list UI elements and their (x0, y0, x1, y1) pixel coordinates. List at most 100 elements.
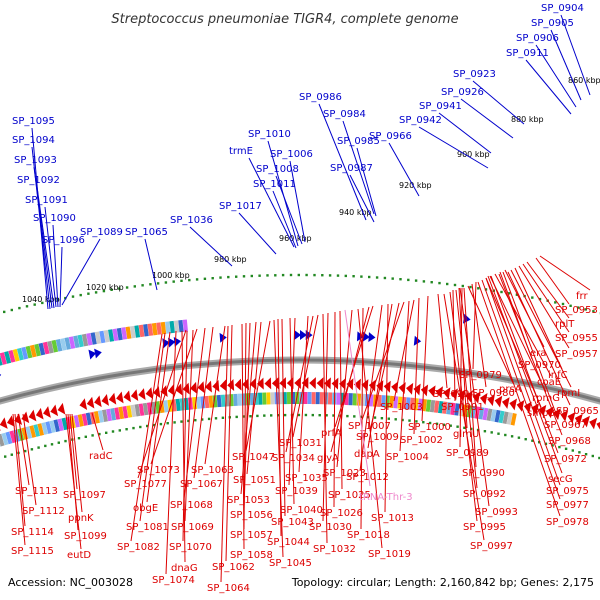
reverse-gene-label[interactable]: SP_0967 (544, 420, 587, 431)
reverse-gene-label[interactable]: SP_1113 (15, 486, 58, 497)
reverse-gene-label[interactable]: SP_1077 (124, 479, 167, 490)
reverse-gene-label[interactable]: SP_0977 (546, 500, 589, 511)
reverse-gene-label[interactable]: SP_0975 (546, 486, 589, 497)
reverse-gene-label[interactable]: SP_0979 (459, 370, 502, 381)
forward-gene-label[interactable]: SP_1089 (80, 227, 123, 238)
reverse-gene-label[interactable]: SP_1081 (126, 522, 169, 533)
reverse-gene-label[interactable]: SP_0957 (555, 349, 598, 360)
reverse-gene-label[interactable]: SP_1056 (230, 510, 273, 521)
reverse-gene-label[interactable]: SP_0980 (472, 388, 515, 399)
reverse-gene-label[interactable]: SP_0965 (556, 406, 599, 417)
forward-gene-label[interactable]: SP_0966 (369, 131, 412, 142)
reverse-gene-label[interactable]: prfA (321, 428, 342, 439)
forward-gene-label[interactable]: SP_0923 (453, 69, 496, 80)
reverse-gene-label[interactable]: ppnK (68, 513, 94, 524)
forward-gene-label[interactable]: SP_1036 (170, 215, 213, 226)
forward-gene-label[interactable]: SP_1011 (253, 179, 296, 190)
forward-gene-label[interactable]: SP_0905 (531, 18, 574, 29)
reverse-gene-label[interactable]: SP_1069 (171, 522, 214, 533)
reverse-gene-label[interactable]: SP_1053 (227, 495, 270, 506)
reverse-gene-label[interactable]: rpmG (532, 393, 560, 404)
reverse-gene-label[interactable]: SP_1115 (11, 546, 54, 557)
reverse-gene-label[interactable]: infC (548, 370, 568, 381)
forward-gene-label[interactable]: SP_1095 (12, 116, 55, 127)
reverse-gene-label[interactable]: SP_0968 (548, 436, 591, 447)
reverse-gene-label[interactable]: SP_0995 (463, 522, 506, 533)
reverse-gene-label[interactable]: SP_1043 (271, 517, 314, 528)
forward-gene-label[interactable]: SP_1017 (219, 201, 262, 212)
reverse-gene-label[interactable]: SP_1074 (152, 575, 195, 586)
reverse-gene-label[interactable]: SP_1070 (169, 542, 212, 553)
reverse-gene-label[interactable]: SP_1035 (285, 473, 328, 484)
reverse-gene-label[interactable]: dnaG (171, 563, 198, 574)
forward-gene-label[interactable]: SP_0904 (541, 3, 584, 14)
reverse-gene-label[interactable]: prsA (499, 384, 522, 395)
forward-gene-label[interactable]: SP_0985 (337, 136, 380, 147)
reverse-gene-label[interactable]: SP_1032 (313, 544, 356, 555)
reverse-gene-label[interactable]: SP_1051 (233, 475, 276, 486)
reverse-gene-label[interactable]: coaE (537, 377, 561, 388)
reverse-gene-label[interactable]: frr (576, 291, 588, 302)
forward-gene-label[interactable]: SP_1008 (256, 164, 299, 175)
forward-gene-label[interactable]: SP_0941 (419, 101, 462, 112)
reverse-gene-label[interactable]: SP_1099 (64, 531, 107, 542)
forward-gene-label[interactable]: SP_1092 (17, 175, 60, 186)
reverse-gene-label[interactable]: SP_1058 (230, 550, 273, 561)
forward-gene-label[interactable]: SP_1006 (270, 149, 313, 160)
reverse-gene-label[interactable]: SP_1004 (386, 452, 429, 463)
reverse-gene-label[interactable]: SP_1023 (323, 468, 366, 479)
reverse-gene-label[interactable]: SP_0989 (446, 448, 489, 459)
reverse-gene-label[interactable]: SP_1047 (232, 452, 275, 463)
forward-gene-label[interactable]: SP_0911 (506, 48, 549, 59)
reverse-gene-label[interactable]: SP_1112 (22, 506, 65, 517)
reverse-gene-label[interactable]: glyA (317, 453, 339, 464)
reverse-gene-label[interactable]: SP_1009 (356, 432, 399, 443)
forward-gene-label[interactable]: SP_1010 (248, 129, 291, 140)
reverse-gene-label[interactable]: SP_1002 (400, 435, 443, 446)
reverse-gene-label[interactable]: dapA (354, 449, 380, 460)
forward-gene-label[interactable]: SP_0987 (330, 163, 373, 174)
forward-gene-label[interactable]: SP_1065 (125, 227, 168, 238)
reverse-gene-label[interactable]: SP_0953 (555, 305, 598, 316)
reverse-gene-label[interactable]: SP_1003 (380, 402, 423, 413)
reverse-gene-label[interactable]: SP_1025 (328, 490, 371, 501)
forward-gene-label[interactable]: SP_1090 (33, 213, 76, 224)
reverse-gene-label[interactable]: SP_0955 (555, 333, 598, 344)
reverse-gene-label[interactable]: SP_0992 (463, 489, 506, 500)
reverse-gene-label[interactable]: SP_1057 (230, 530, 273, 541)
forward-gene-label[interactable]: SP_0926 (441, 87, 484, 98)
reverse-gene-label[interactable]: SP_1044 (267, 537, 310, 548)
reverse-gene-label[interactable]: SP_1064 (207, 583, 250, 594)
forward-gene-label[interactable]: SP_1096 (42, 235, 85, 246)
forward-gene-label[interactable]: SP_1091 (25, 195, 68, 206)
reverse-gene-label[interactable]: secG (548, 474, 573, 485)
reverse-gene-label[interactable]: SP_1030 (309, 522, 352, 533)
reverse-gene-label[interactable]: SP_1012 (346, 472, 389, 483)
forward-gene-label[interactable]: SP_0984 (323, 109, 366, 120)
reverse-gene-label[interactable]: obgE (133, 503, 158, 514)
reverse-gene-label[interactable]: smpB (527, 408, 555, 419)
reverse-gene-label[interactable]: rplT (555, 319, 575, 330)
reverse-gene-label[interactable]: SP_0978 (546, 517, 589, 528)
reverse-gene-label[interactable]: SP_1114 (11, 527, 54, 538)
reverse-gene-label[interactable]: SP_0970 (518, 360, 561, 371)
forward-gene-label[interactable]: SP_0986 (299, 92, 342, 103)
forward-gene-label[interactable]: trmE (229, 146, 253, 157)
reverse-gene-label[interactable]: SP_1062 (212, 562, 255, 573)
reverse-gene-label[interactable]: SP_1068 (170, 500, 213, 511)
reverse-gene-label[interactable]: glmU (453, 429, 479, 440)
reverse-gene-label[interactable]: radC (89, 451, 113, 462)
reverse-gene-label[interactable]: eutD (67, 550, 91, 561)
reverse-gene-label[interactable]: SP_0972 (544, 454, 587, 465)
reverse-gene-label[interactable]: SP_1026 (320, 508, 363, 519)
reverse-gene-label[interactable]: SP_1000 (408, 422, 451, 433)
reverse-gene-label[interactable]: SP_0993 (475, 507, 518, 518)
reverse-gene-label[interactable]: SP_1082 (117, 542, 160, 553)
forward-gene-label[interactable]: SP_1093 (14, 155, 57, 166)
reverse-gene-label[interactable]: SP_1040 (280, 505, 323, 516)
reverse-gene-label[interactable]: SP_1013 (371, 513, 414, 524)
reverse-gene-label[interactable]: SP_1045 (269, 558, 312, 569)
reverse-gene-label[interactable]: SP_0997 (470, 541, 513, 552)
reverse-gene-label[interactable]: SP_1073 (137, 465, 180, 476)
reverse-gene-label[interactable]: SP_1039 (275, 486, 318, 497)
